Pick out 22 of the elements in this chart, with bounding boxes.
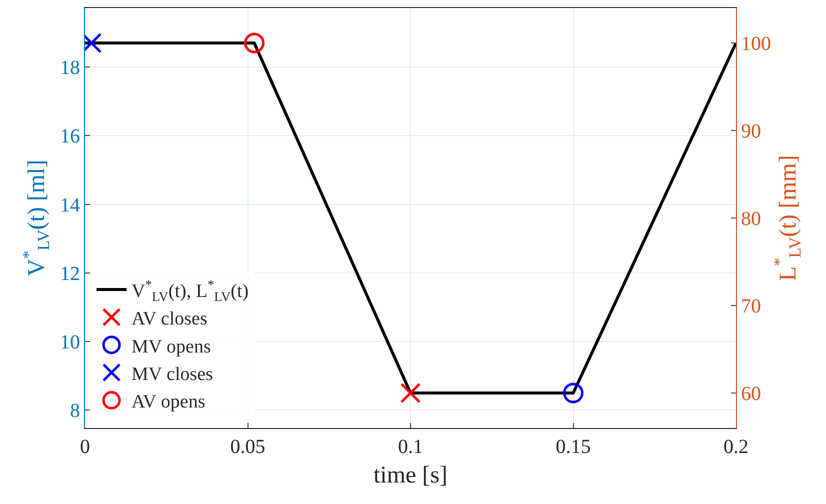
x-tick-label: 0.2 [724,436,748,458]
y2-tick-label: 80 [741,208,761,230]
y2-tick-label: 60 [741,383,761,405]
x-tick-label: 0.1 [398,436,423,458]
y-tick-label: 14 [60,194,80,216]
x-tick-label: 0.05 [230,436,266,458]
y-tick-label: 18 [60,57,80,80]
legend-label: MV closes [132,364,213,385]
legend-label: AV closes [132,308,208,330]
y2-tick-label: 90 [741,120,761,142]
y2-tick-label: 100 [741,33,771,55]
y-tick-label: 10 [60,332,80,354]
legend-label: V$^{*}$$_{LV}$(t), L$^{*}$$_{LV}$(t) [132,276,249,304]
x-tick-label: 0.15 [556,436,591,458]
x-axis-title: time [s] [374,462,448,488]
legend-label: AV opens [132,392,206,413]
legend-label: MV opens [132,336,211,358]
y2-tick-label: 70 [741,296,761,318]
y-tick-label: 16 [60,126,80,148]
x-tick-label: 0 [80,436,90,458]
y-tick-label: 12 [60,262,80,285]
y-tick-label: 8 [70,400,80,422]
